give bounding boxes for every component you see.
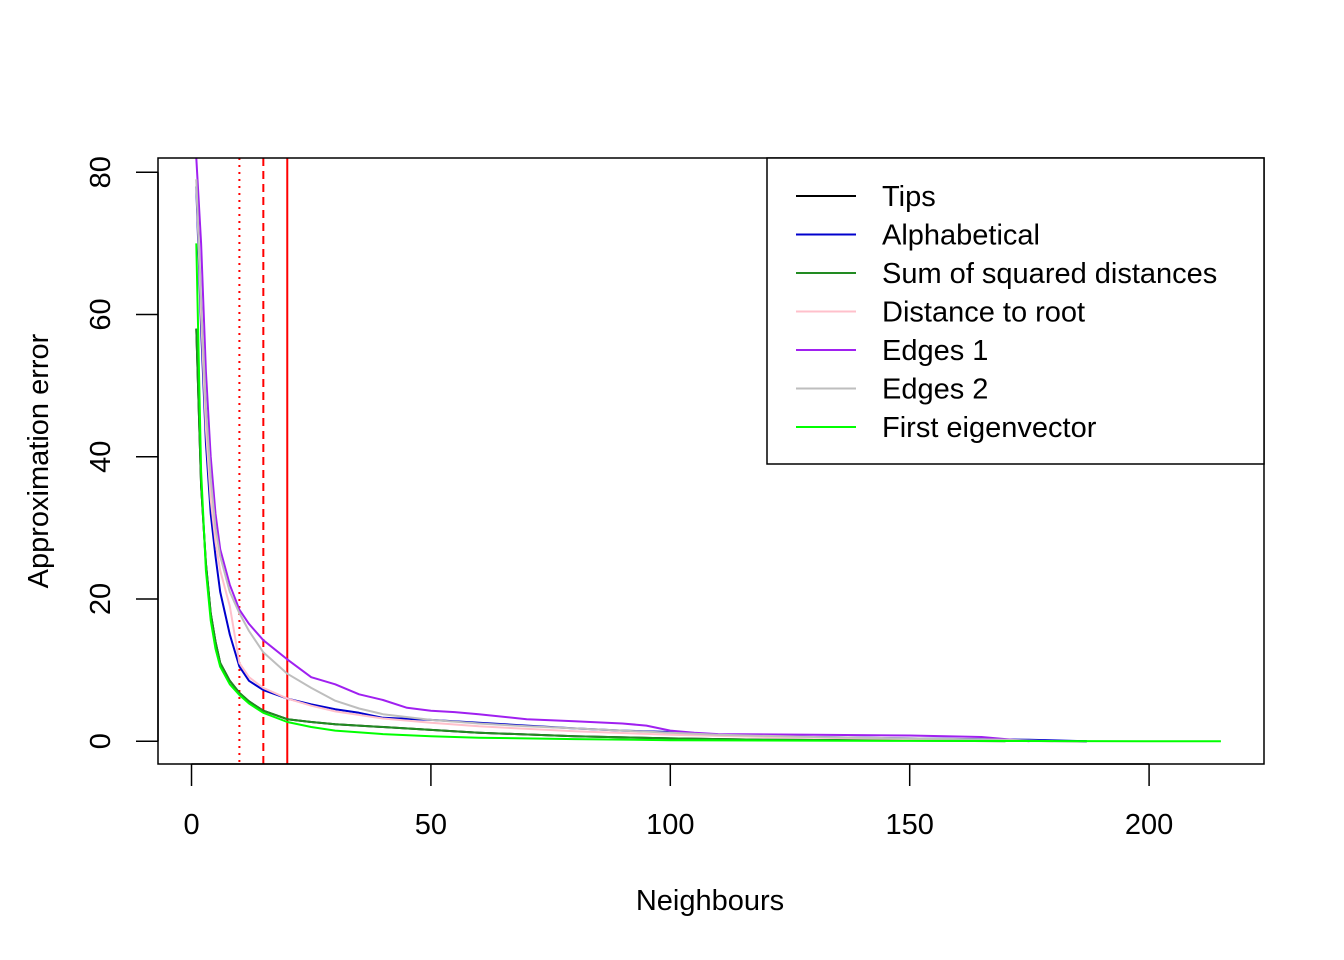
legend-label-distance-to-root: Distance to root (882, 297, 1085, 329)
y-tick-label: 20 (85, 583, 117, 615)
legend-label-edges-2: Edges 2 (882, 374, 988, 406)
y-axis-label: Approximation error (23, 333, 55, 588)
x-axis: 0 50 100 150 200 (183, 763, 1173, 841)
legend-label-sum-of-squared-distances: Sum of squared distances (882, 258, 1217, 290)
x-tick-label: 50 (415, 809, 447, 841)
y-tick-label: 80 (85, 156, 117, 188)
x-axis-label: Neighbours (636, 885, 784, 917)
legend-label-first-eigenvector: First eigenvector (882, 412, 1097, 444)
series-lines (195, 158, 1221, 743)
legend-label-edges-1: Edges 1 (882, 335, 988, 367)
legend-label-alphabetical: Alphabetical (882, 220, 1040, 252)
x-tick-label: 0 (183, 809, 199, 841)
x-tick-label: 100 (646, 809, 694, 841)
series-line-sum-of-squared-distances (195, 328, 1006, 743)
series-line-first-eigenvector (195, 243, 1221, 743)
y-axis: 0 20 40 60 80 (85, 156, 159, 749)
y-tick-label: 0 (85, 733, 117, 749)
y-tick-label: 40 (85, 441, 117, 473)
series-line-distance-to-root (195, 179, 1054, 743)
x-tick-label: 200 (1125, 809, 1173, 841)
legend: Tips Alphabetical Sum of squared distances… (766, 157, 1265, 465)
series-line-edges-1 (195, 158, 1030, 743)
y-tick-label: 60 (85, 298, 117, 330)
legend-label-tips: Tips (882, 181, 936, 213)
series-line-edges-2 (195, 179, 1054, 743)
x-tick-label: 150 (886, 809, 934, 841)
